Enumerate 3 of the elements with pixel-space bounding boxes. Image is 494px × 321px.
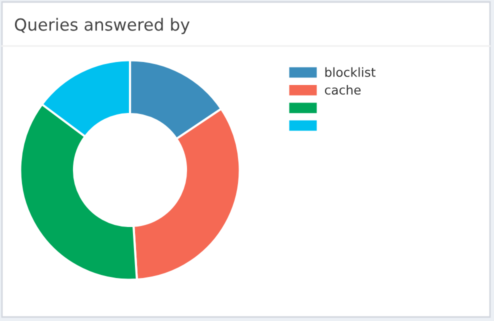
legend-label: blocklist <box>325 67 376 77</box>
legend-label: cache <box>324 84 361 95</box>
chart-title: Queries answered by <box>14 18 190 34</box>
